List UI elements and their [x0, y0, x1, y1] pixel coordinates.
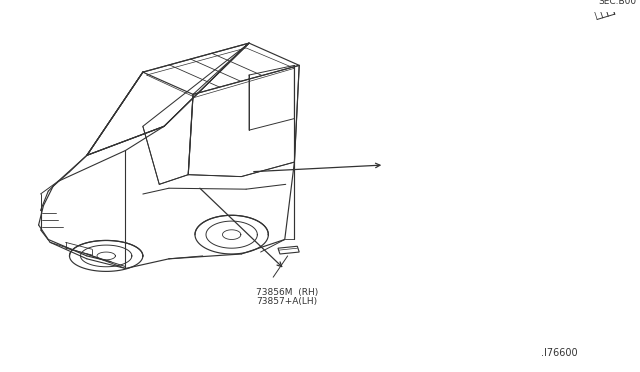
- Text: 73857+A(LH): 73857+A(LH): [256, 296, 317, 305]
- Text: 73856M  (RH): 73856M (RH): [256, 288, 318, 297]
- Text: SEC.B00: SEC.B00: [598, 0, 636, 6]
- Text: .I76600: .I76600: [541, 349, 577, 359]
